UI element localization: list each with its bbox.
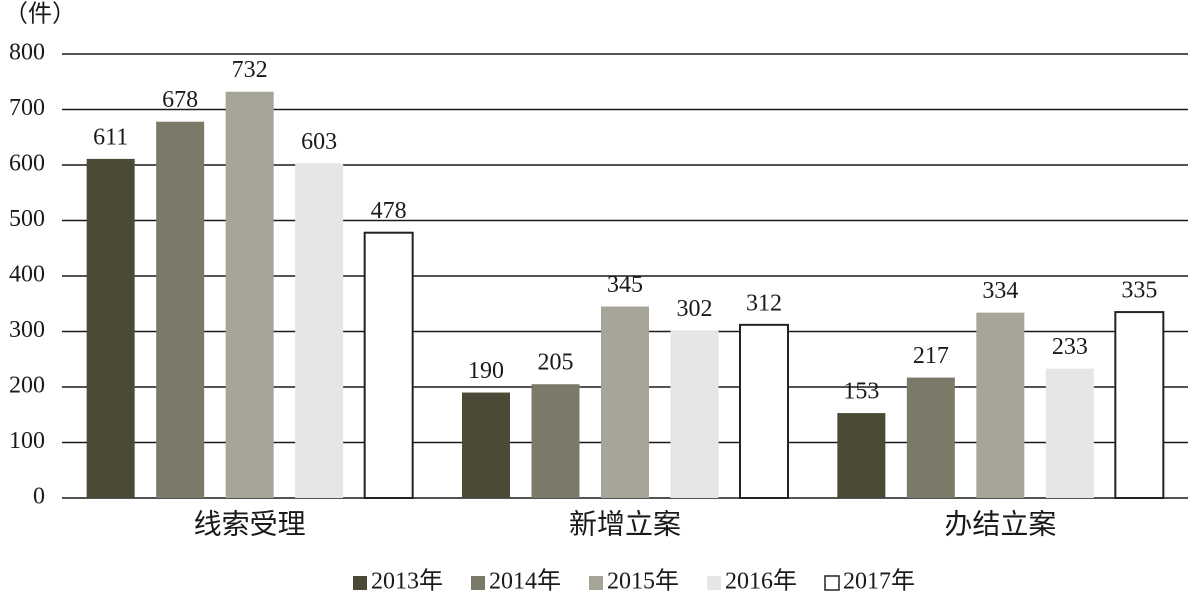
legend-label: 2013年 <box>371 568 443 595</box>
bar <box>363 231 414 500</box>
data-label: 153 <box>843 379 879 405</box>
legend-marker <box>471 576 485 590</box>
bar <box>462 392 510 498</box>
legend-label: 2015年 <box>607 568 679 595</box>
bar <box>1114 311 1165 500</box>
x-tick-label: 新增立案 <box>569 508 681 540</box>
x-tick-label: 办结立案 <box>944 508 1056 540</box>
data-label: 205 <box>538 350 574 376</box>
bar <box>906 377 955 498</box>
x-tick-label: 线索受理 <box>194 508 306 540</box>
legend-label: 2017年 <box>843 568 915 595</box>
legend-marker <box>353 576 367 590</box>
bar <box>156 121 205 499</box>
y-tick-label: 300 <box>9 317 45 343</box>
bar <box>976 312 1025 498</box>
bar <box>739 323 789 499</box>
bar <box>86 158 135 498</box>
data-label: 478 <box>371 198 407 224</box>
legend-label: 2016年 <box>725 568 797 595</box>
legend-marker <box>707 576 721 590</box>
legend-label: 2014年 <box>489 568 561 595</box>
bar <box>601 306 649 498</box>
y-tick-label: 800 <box>9 40 45 66</box>
data-label: 233 <box>1052 334 1088 360</box>
y-tick-label: 600 <box>9 151 45 177</box>
y-tick-label: 0 <box>33 484 45 510</box>
data-label: 312 <box>746 290 782 316</box>
bar <box>837 413 886 498</box>
data-label: 190 <box>468 358 504 384</box>
y-axis-unit: （件） <box>4 1 76 28</box>
y-tick-label: 700 <box>9 95 45 121</box>
bar <box>1045 368 1094 498</box>
data-label: 345 <box>607 272 643 298</box>
legend-marker <box>589 576 603 590</box>
legend-marker <box>824 575 840 591</box>
bar <box>670 330 719 498</box>
data-label: 678 <box>162 87 198 113</box>
y-tick-label: 200 <box>9 373 45 399</box>
data-label: 217 <box>913 343 949 369</box>
data-label: 335 <box>1121 278 1157 304</box>
data-label: 611 <box>93 124 128 150</box>
y-tick-label: 400 <box>9 262 45 288</box>
data-label: 334 <box>982 278 1018 304</box>
data-label: 603 <box>301 129 337 155</box>
y-tick-label: 100 <box>9 428 45 454</box>
bar <box>295 163 344 498</box>
y-tick-label: 500 <box>9 206 45 232</box>
data-label: 732 <box>232 57 268 83</box>
bar <box>225 91 274 499</box>
data-label: 302 <box>677 296 713 322</box>
bar <box>531 384 580 498</box>
